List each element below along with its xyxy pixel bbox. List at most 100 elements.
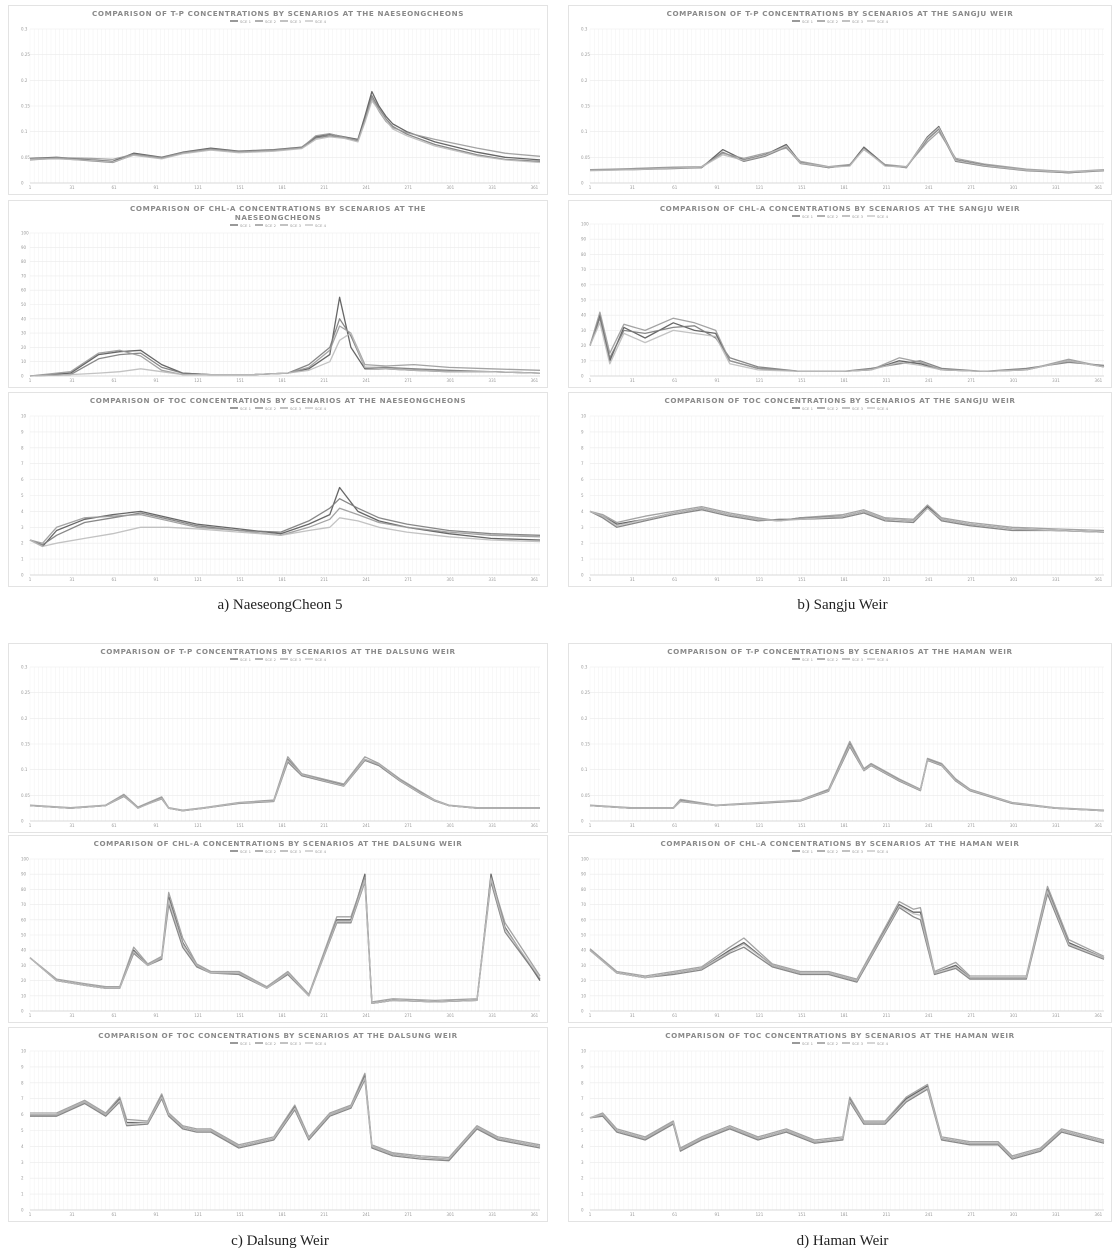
x-tick-label: 271	[404, 378, 412, 383]
series-line-sce-3	[29, 756, 540, 811]
x-tick-label: 91	[715, 823, 721, 828]
series-line-sce-2	[29, 318, 541, 377]
y-tick-label: 7	[581, 1096, 584, 1101]
y-tick-label: 20	[581, 343, 587, 348]
legend-label: SCE 4	[877, 19, 889, 24]
gridlines	[589, 1050, 1104, 1211]
y-tick-label: 80	[581, 252, 587, 257]
x-tick-label: 31	[630, 1212, 636, 1217]
x-tick-label: 91	[715, 378, 721, 383]
y-tick-label: 2	[21, 1176, 24, 1181]
x-tick-label: 301	[1010, 1212, 1018, 1217]
x-tick-label: 121	[756, 378, 764, 383]
chart-title: COMPARISON OF TOC CONCENTRATIONS BY SCEN…	[90, 396, 466, 405]
y-tick-label: 4	[581, 509, 584, 514]
chart-d-1: COMPARISON OF T-P CONCENTRATIONS BY SCEN…	[568, 643, 1112, 833]
x-tick-label: 151	[798, 1212, 806, 1217]
legend-label: SCE 4	[315, 1041, 327, 1046]
y-tick-label: 0.1	[581, 129, 588, 134]
legend-label: SCE 4	[877, 214, 889, 219]
x-tick-label: 121	[194, 823, 202, 828]
x-tick-label: 241	[362, 378, 370, 383]
y-tick-label: 0.2	[21, 78, 28, 83]
y-tick-label: 1	[581, 1192, 584, 1197]
y-tick-label: 9	[21, 1064, 24, 1069]
legend-label: SCE 3	[852, 657, 864, 662]
x-tick-label: 151	[798, 185, 806, 190]
y-tick-label: 0	[581, 573, 584, 578]
x-tick-label: 121	[194, 1212, 202, 1217]
x-tick-label: 151	[236, 185, 244, 190]
x-tick-label: 31	[69, 1212, 75, 1217]
x-tick-label: 31	[69, 1013, 75, 1018]
series-line-sce-4	[29, 517, 541, 548]
x-tick-label: 181	[840, 1212, 848, 1217]
x-tick-label: 331	[489, 1013, 497, 1018]
x-tick-label: 301	[1010, 1013, 1018, 1018]
legend-label: SCE 1	[802, 849, 814, 854]
chart-svg: COMPARISON OF TOC CONCENTRATIONS BY SCEN…	[8, 1027, 548, 1222]
x-tick-label: 301	[1010, 577, 1018, 582]
y-tick-label: 5	[581, 1128, 584, 1133]
chart-a-3: COMPARISON OF TOC CONCENTRATIONS BY SCEN…	[8, 392, 548, 587]
y-tick-label: 70	[21, 273, 27, 278]
x-tick-label: 181	[840, 1013, 848, 1018]
x-tick-label: 361	[531, 1212, 539, 1217]
legend-label: SCE 2	[265, 1041, 277, 1046]
y-tick-label: 30	[581, 963, 587, 968]
y-tick-label: 0	[21, 1009, 24, 1014]
y-tick-label: 0.1	[21, 129, 28, 134]
y-tick-label: 8	[21, 1080, 24, 1085]
y-tick-label: 6	[581, 477, 584, 482]
y-tick-label: 20	[581, 978, 587, 983]
y-tick-label: 3	[581, 1160, 584, 1165]
x-tick-label: 61	[112, 823, 118, 828]
x-tick-label: 1	[29, 378, 32, 383]
x-tick-label: 211	[883, 823, 891, 828]
x-tick-label: 241	[925, 823, 933, 828]
y-tick-label: 50	[581, 298, 587, 303]
series-line-sce-3	[589, 885, 1105, 980]
y-tick-label: 90	[581, 872, 587, 877]
series-line-sce-4	[589, 322, 1105, 373]
y-tick-label: 0.05	[581, 793, 590, 798]
y-tick-label: 60	[21, 288, 27, 293]
legend-label: SCE 2	[265, 19, 277, 24]
x-tick-label: 211	[320, 823, 328, 828]
legend-label: SCE 1	[802, 1041, 814, 1046]
x-tick-label: 181	[278, 1212, 286, 1217]
x-tick-label: 361	[1095, 378, 1103, 383]
y-tick-label: 0.2	[21, 716, 28, 721]
legend-label: SCE 2	[827, 406, 839, 411]
x-tick-label: 61	[112, 1212, 118, 1217]
legend-label: SCE 3	[290, 849, 302, 854]
chart-b-1: COMPARISON OF T-P CONCENTRATIONS BY SCEN…	[568, 5, 1112, 195]
series-line-sce-4	[30, 1077, 541, 1160]
y-tick-label: 70	[21, 902, 27, 907]
x-tick-label: 1	[589, 185, 592, 190]
legend-label: SCE 1	[802, 19, 814, 24]
y-tick-label: 50	[21, 933, 27, 938]
series-line-sce-4	[589, 507, 1105, 533]
legend-label: SCE 2	[827, 19, 839, 24]
series-line-sce-4	[589, 890, 1105, 982]
x-tick-label: 331	[1052, 823, 1060, 828]
legend-label: SCE 3	[852, 19, 864, 24]
y-tick-label: 0.3	[581, 27, 588, 32]
legend-label: SCE 3	[852, 1041, 864, 1046]
y-tick-label: 8	[581, 445, 584, 450]
legend-label: SCE 4	[877, 1041, 889, 1046]
chart-svg: COMPARISON OF T-P CONCENTRATIONS BY SCEN…	[8, 5, 548, 195]
x-tick-label: 301	[447, 1212, 455, 1217]
x-tick-label: 301	[447, 577, 455, 582]
x-tick-label: 241	[925, 1013, 933, 1018]
chart-b-3: COMPARISON OF TOC CONCENTRATIONS BY SCEN…	[568, 392, 1112, 587]
y-tick-label: 70	[581, 267, 587, 272]
y-tick-label: 2	[581, 541, 584, 546]
y-tick-label: 90	[581, 237, 587, 242]
x-tick-label: 241	[362, 1212, 370, 1217]
legend-label: SCE 2	[265, 406, 277, 411]
x-tick-label: 211	[320, 577, 328, 582]
series-line-sce-2	[589, 507, 1105, 533]
x-tick-label: 241	[925, 577, 933, 582]
